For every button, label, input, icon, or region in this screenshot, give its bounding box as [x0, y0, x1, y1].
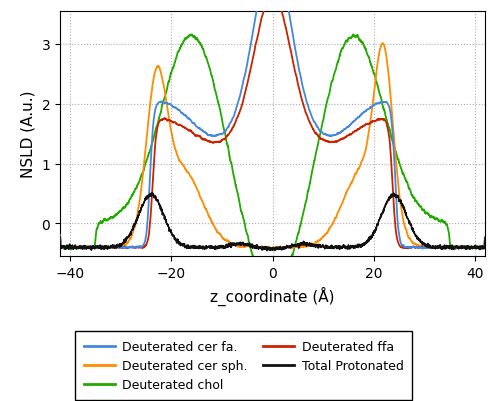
- Y-axis label: NSLD (A.u.): NSLD (A.u.): [21, 91, 36, 178]
- X-axis label: z_coordinate (Å): z_coordinate (Å): [210, 286, 335, 305]
- Legend: Deuterated cer fa., Deuterated cer sph., Deuterated chol, Deuterated ffa, Total : Deuterated cer fa., Deuterated cer sph.,…: [75, 331, 412, 400]
